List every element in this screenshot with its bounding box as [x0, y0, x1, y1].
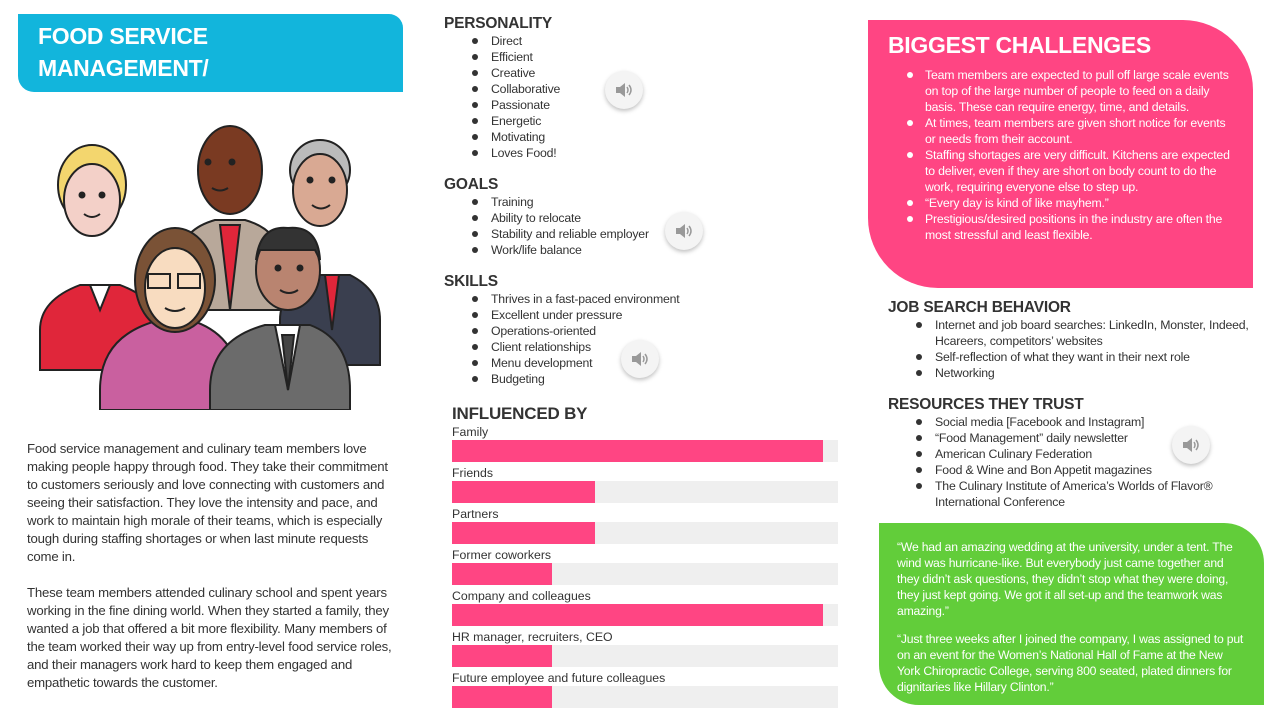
list-item: Work/life balance	[470, 242, 844, 258]
quote-2: “Just three weeks after I joined the com…	[897, 632, 1244, 694]
bar-track	[452, 604, 838, 626]
list-item: Excellent under pressure	[470, 307, 844, 323]
speaker-icon[interactable]	[665, 212, 703, 250]
title-line-1: FOOD SERVICE MANAGEMENT/	[38, 23, 209, 81]
speaker-icon[interactable]	[605, 71, 643, 109]
bar	[452, 604, 823, 626]
bar	[452, 645, 553, 667]
list-item: American Culinary Federation	[914, 446, 1248, 462]
list-item: Menu development	[470, 355, 844, 371]
speaker-icon[interactable]	[1172, 426, 1210, 464]
list-item: Staffing shortages are very difficult. K…	[905, 147, 1233, 195]
page-title: FOOD SERVICE MANAGEMENT/ CULINARY	[18, 14, 403, 113]
list-item: Operations-oriented	[470, 323, 844, 339]
bar	[452, 563, 553, 585]
list-item: Team members are expected to pull off la…	[905, 67, 1233, 115]
bar-track	[452, 522, 838, 544]
list-item: Internet and job board searches: LinkedI…	[914, 317, 1263, 349]
bar-label: Family	[452, 425, 489, 439]
bar-label: Friends	[452, 466, 494, 480]
list-item: Motivating	[470, 129, 844, 145]
list-item: Ability to relocate	[470, 210, 844, 226]
description-paragraph-2: These team members attended culinary sch…	[27, 585, 392, 690]
goals-heading: GOALS	[444, 176, 499, 193]
bar	[452, 686, 553, 708]
list-item: Thrives in a fast-paced environment	[470, 291, 844, 307]
personality-section: PERSONALITY Direct Efficient Creative Co…	[444, 15, 844, 161]
list-item: At times, team members are given short n…	[905, 115, 1233, 147]
bar-label: Future employee and future colleagues	[452, 671, 666, 685]
job-search-section: JOB SEARCH BEHAVIOR Internet and job boa…	[888, 299, 1263, 381]
list-item: Networking	[914, 365, 1263, 381]
list-item: Prestigious/desired positions in the ind…	[905, 211, 1233, 243]
list-item: Efficient	[470, 49, 844, 65]
list-item: Loves Food!	[470, 145, 844, 161]
list-item: Energetic	[470, 113, 844, 129]
quotes-panel: “We had an amazing wedding at the univer…	[879, 523, 1264, 705]
job-search-heading: JOB SEARCH BEHAVIOR	[888, 299, 1071, 316]
description-paragraph-1: Food service management and culinary tea…	[27, 441, 388, 564]
list-item: The Culinary Institute of America’s Worl…	[914, 478, 1248, 510]
challenges-heading: BIGGEST CHALLENGES	[888, 32, 1151, 58]
bar-track	[452, 645, 838, 667]
list-item: Collaborative	[470, 81, 844, 97]
list-item: Food & Wine and Bon Appetit magazines	[914, 462, 1248, 478]
chart-title: INFLUENCED BY	[452, 404, 588, 423]
list-item: “Food Management” daily newsletter	[914, 430, 1248, 446]
quote-1: “We had an amazing wedding at the univer…	[897, 540, 1233, 618]
list-item: Social media [Facebook and Instagram]	[914, 414, 1248, 430]
bar	[452, 440, 823, 462]
speaker-icon[interactable]	[621, 340, 659, 378]
bar-label: Company and colleagues	[452, 589, 591, 603]
list-item: Budgeting	[470, 371, 844, 387]
bar-track	[452, 440, 838, 462]
bar-label: Former coworkers	[452, 548, 552, 562]
resources-section: RESOURCES THEY TRUST Social media [Faceb…	[888, 396, 1248, 510]
personality-heading: PERSONALITY	[444, 15, 553, 32]
list-item: Creative	[470, 65, 844, 81]
skills-heading: SKILLS	[444, 273, 498, 290]
bar-track	[452, 481, 838, 503]
bar-label: Partners	[452, 507, 499, 521]
list-item: Self-reflection of what they want in the…	[914, 349, 1263, 365]
bar	[452, 522, 595, 544]
list-item: Direct	[470, 33, 844, 49]
list-item: Client relationships	[470, 339, 844, 355]
team-illustration	[39, 125, 381, 410]
title-line-2: CULINARY	[38, 87, 154, 113]
bar	[452, 481, 595, 503]
biggest-challenges-panel: BIGGEST CHALLENGES Team members are expe…	[868, 20, 1253, 288]
skills-section: SKILLS Thrives in a fast-paced environme…	[444, 273, 844, 387]
bar-track	[452, 686, 838, 708]
goals-section: GOALS Training Ability to relocate Stabi…	[444, 176, 844, 258]
list-item: “Every day is kind of like mayhem.”	[905, 195, 1233, 211]
bar-track	[452, 563, 838, 585]
list-item: Training	[470, 194, 844, 210]
influenced-by-chart: INFLUENCED BY Family Friends Partners Forme…	[452, 405, 852, 712]
list-item: Stability and reliable employer	[470, 226, 844, 242]
list-item: Passionate	[470, 97, 844, 113]
bar-label: HR manager, recruiters, CEO	[452, 630, 613, 644]
resources-heading: RESOURCES THEY TRUST	[888, 396, 1084, 413]
